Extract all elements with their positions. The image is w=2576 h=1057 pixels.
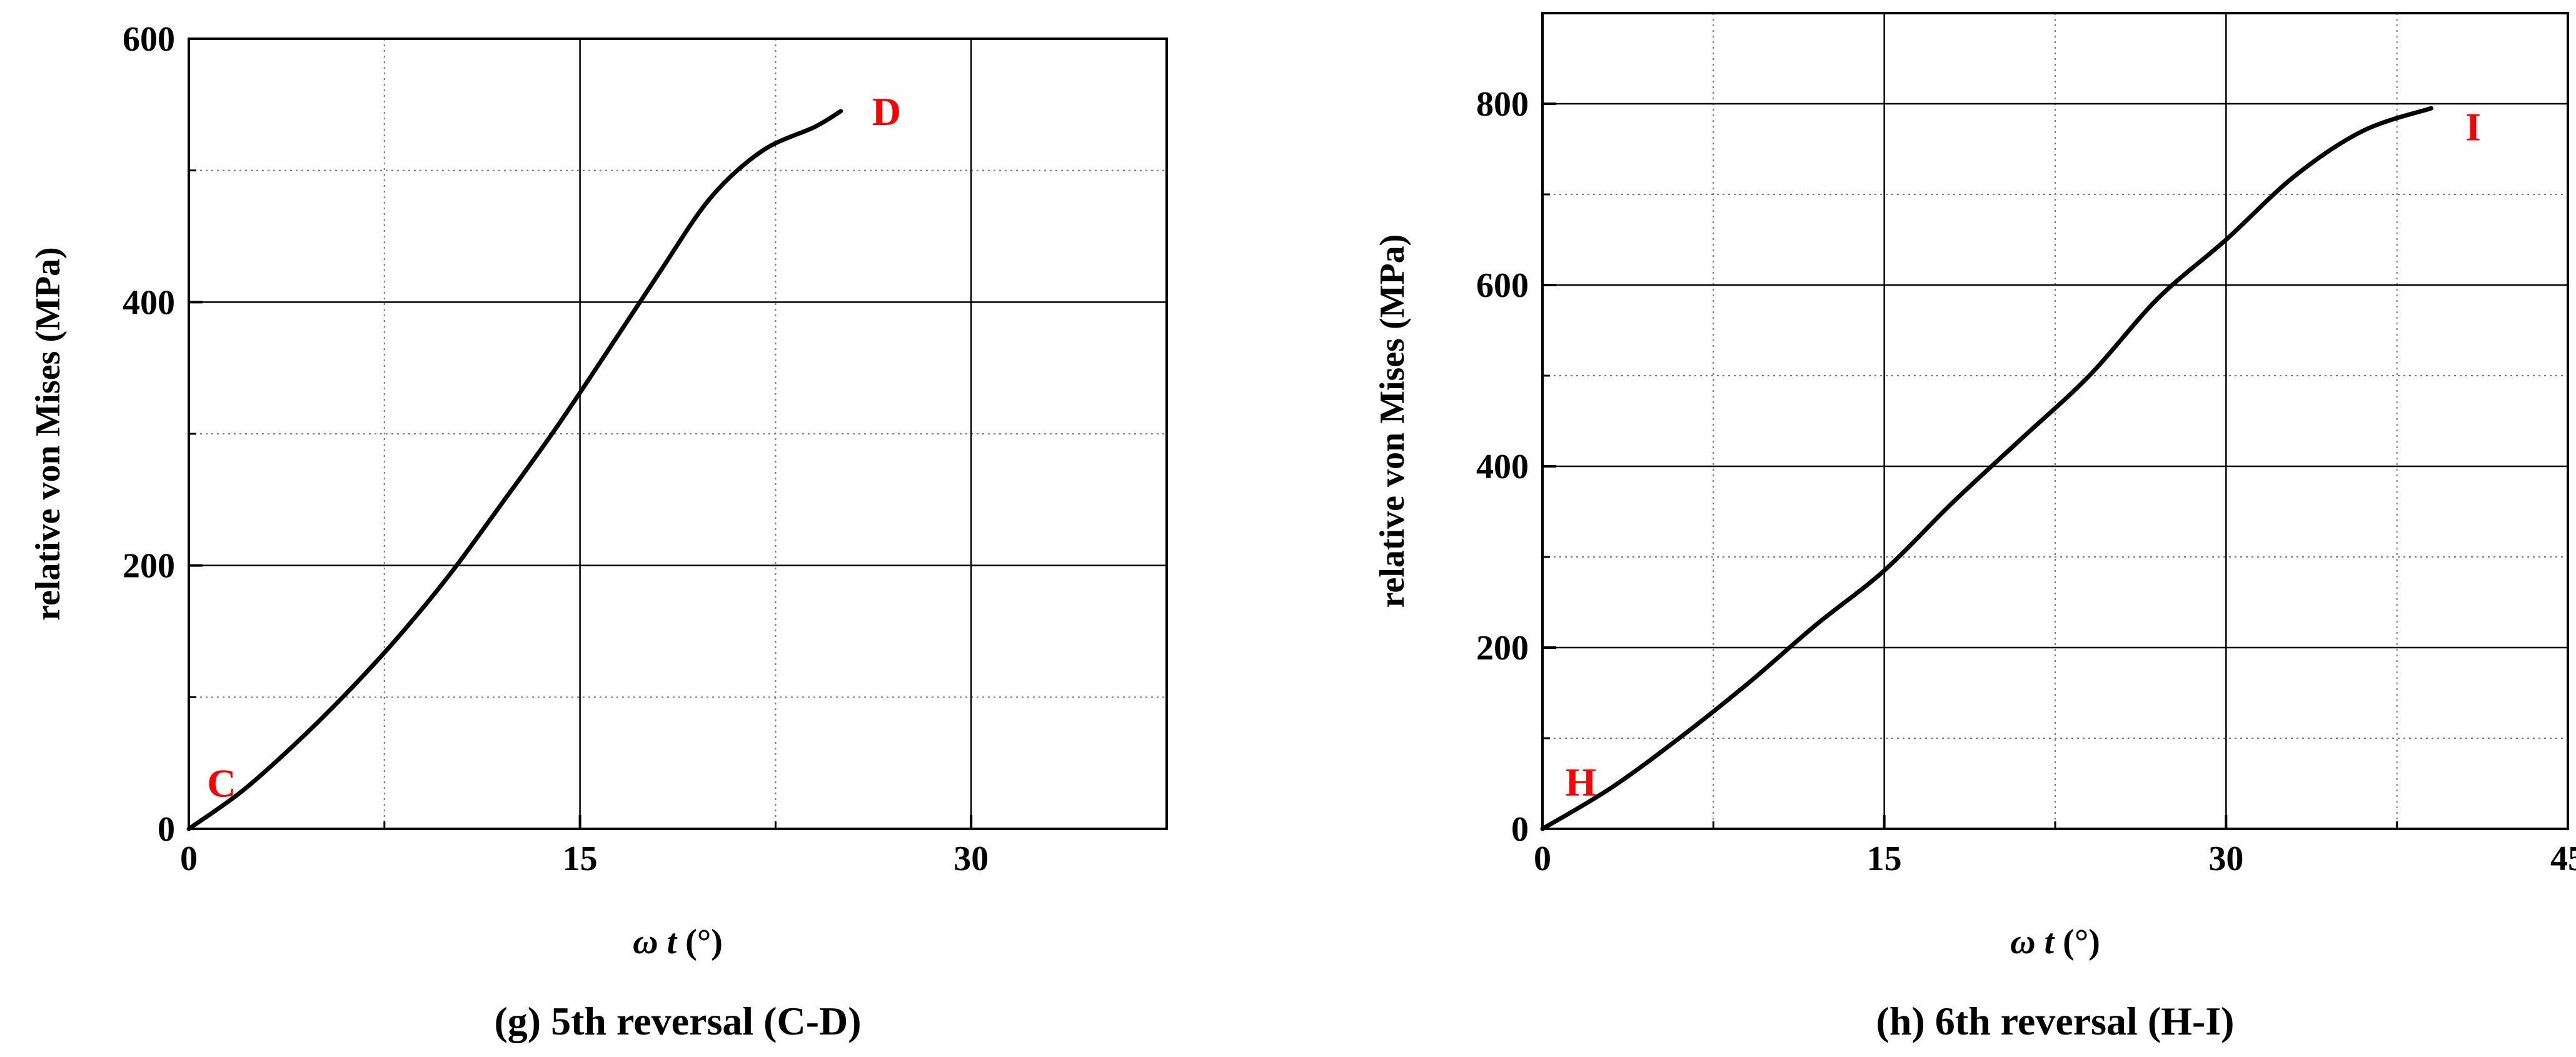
y-axis-title: relative von Mises (MPa) [1373, 234, 1412, 608]
x-tick-label: 0 [180, 839, 198, 878]
x-axis-symbol: ω t [633, 923, 677, 961]
x-tick-label: 15 [563, 839, 598, 878]
x-axis-unit: (°) [677, 923, 723, 961]
y-tick-label: 800 [1476, 85, 1529, 124]
x-tick-label: 30 [953, 839, 989, 878]
y-tick-label: 200 [1476, 629, 1529, 668]
y-tick-label: 200 [123, 547, 175, 586]
chart-panel-g: 0 15 30 0 200 400 600 C Dω t (°) relative von Mis… [29, 20, 1168, 1043]
x-axis-unit: (°) [2054, 923, 2100, 961]
plot-area [189, 39, 1167, 829]
point-label-h: H [1565, 760, 1596, 804]
y-tick-label: 600 [1476, 266, 1529, 305]
point-label-c: C [207, 761, 236, 805]
chart-panel-h: 0 15 30 45 0 200 400 600 800 H Iω t (°) relative vo… [1373, 12, 2576, 1043]
panel-caption: (g) 5th reversal (C-D) [494, 999, 861, 1043]
x-tick-label: 30 [2208, 839, 2243, 878]
point-label-i: I [2465, 104, 2481, 149]
y-tick-label: 400 [1476, 448, 1529, 486]
x-tick-label: 15 [1867, 839, 1902, 878]
x-tick-label: 45 [2550, 839, 2576, 878]
series-line [1540, 106, 2433, 831]
point-label-d: D [872, 89, 901, 134]
y-tick-label: 400 [123, 283, 175, 322]
panel-caption: (h) 6th reversal (H-I) [1876, 999, 2235, 1043]
y-axis-title: relative von Mises (MPa) [29, 247, 68, 621]
x-tick-label: 0 [1534, 839, 1551, 878]
y-tick-label: 0 [158, 810, 175, 849]
x-axis-title: ω t (°) [2010, 923, 2100, 961]
y-tick-label: 600 [123, 20, 175, 59]
x-axis-title: ω t (°) [633, 923, 723, 961]
y-tick-label: 0 [1511, 810, 1529, 849]
x-axis-symbol: ω t [2010, 923, 2055, 961]
series-line [186, 109, 843, 831]
